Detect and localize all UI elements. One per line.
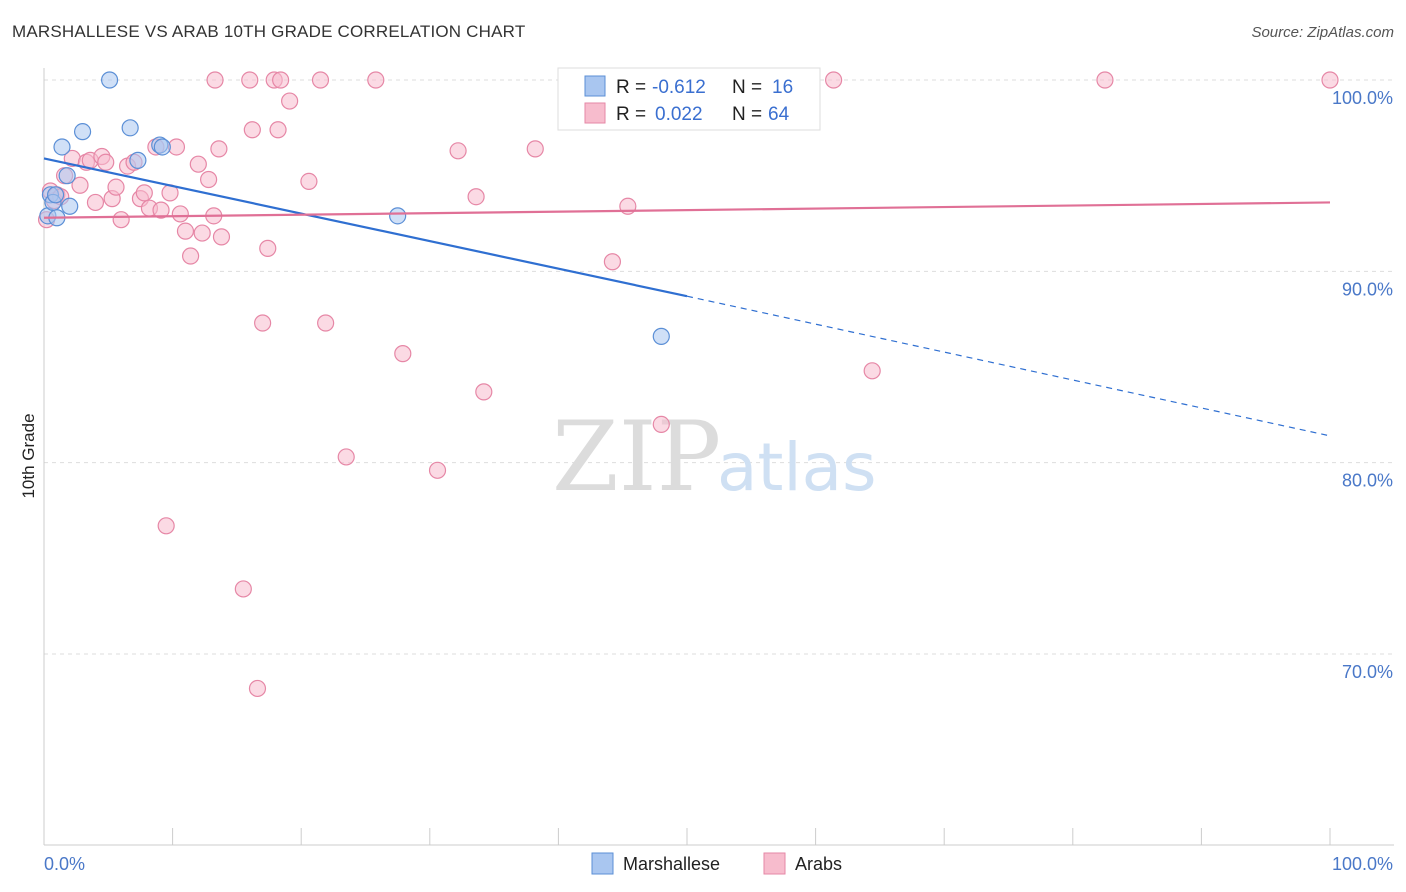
arabs-point-28 <box>189 155 207 173</box>
marshallese-point-13 <box>389 207 407 225</box>
arabs-point-26 <box>176 222 195 240</box>
marshallese-point-14 <box>652 327 670 345</box>
arabs-point-64 <box>248 679 267 698</box>
marshallese-point-9 <box>121 119 139 137</box>
arabs-point-54 <box>603 253 622 271</box>
trend-layer <box>43 157 1331 437</box>
arabs-point-59 <box>863 362 881 380</box>
tick-labels: 70.0% 80.0% 90.0% 100.0% 0.0% 100.0% <box>44 88 1393 874</box>
arabs-point-7 <box>71 176 89 194</box>
arabs-point-50 <box>449 142 467 160</box>
arabs-point-46 <box>337 448 355 466</box>
y-tick-label-3: 100.0% <box>1332 88 1393 108</box>
marshallese-point-12 <box>153 138 171 156</box>
y-axis-label: 10th Grade <box>19 413 38 498</box>
marshallese-point-5 <box>58 167 76 185</box>
arabs-point-32 <box>206 71 224 89</box>
legend-bottom-arabs-label: Arabs <box>795 854 842 874</box>
arabs-point-36 <box>243 121 261 139</box>
arabs-point-53 <box>526 140 544 158</box>
watermark-zip: ZIP <box>552 401 721 513</box>
legend-marshallese-r-label: R = <box>616 77 646 98</box>
arabs-point-41 <box>272 71 290 89</box>
arabs-point-44 <box>311 71 330 89</box>
arabs-point-25 <box>171 205 189 223</box>
legend-arabs-swatch <box>584 102 606 124</box>
points-layer <box>37 71 1339 698</box>
arabs-point-37 <box>254 314 272 332</box>
arabs-point-61 <box>1321 71 1339 89</box>
arabs-point-49 <box>428 461 447 479</box>
arabs-point-14 <box>107 178 125 196</box>
marshallese-trend-extension <box>686 295 1331 437</box>
legend-marshallese-n-value: 16 <box>772 77 793 98</box>
legend-arabs-r-label: R = <box>616 104 646 125</box>
arabs-point-35 <box>241 71 259 89</box>
legend-top: R = -0.612 N = 16 R = 0.022 N = 64 <box>557 67 821 131</box>
arabs-point-52 <box>475 383 493 401</box>
marshallese-point-4 <box>53 138 71 156</box>
arabs-point-38 <box>259 239 277 257</box>
marshallese-point-8 <box>100 71 119 89</box>
arabs-point-27 <box>182 247 200 265</box>
arabs-point-47 <box>367 71 385 89</box>
arabs-trend-line <box>43 201 1331 219</box>
marshallese-point-6 <box>61 197 79 215</box>
marshallese-point-10 <box>129 151 147 169</box>
chart-title: MARSHALLESE VS ARAB 10TH GRADE CORRELATI… <box>12 22 526 41</box>
x-tick-label-0: 0.0% <box>44 854 85 874</box>
arabs-point-51 <box>467 188 485 206</box>
chart-source: Source: ZipAtlas.com <box>1251 24 1394 41</box>
legend-bottom: Marshallese Arabs <box>591 852 842 875</box>
legend-bottom-arabs-swatch <box>763 852 786 875</box>
legend-arabs-n-label: N = <box>732 104 762 125</box>
arabs-point-48 <box>394 345 412 363</box>
arabs-point-58 <box>825 71 843 89</box>
grid-layer <box>44 79 1394 655</box>
arabs-point-43 <box>300 172 318 191</box>
legend-bottom-marshallese-swatch <box>591 852 614 875</box>
legend-marshallese-r-value: -0.612 <box>652 77 706 98</box>
marshallese-point-7 <box>73 123 92 141</box>
legend-marshallese-swatch <box>584 75 606 97</box>
arabs-point-42 <box>281 92 299 110</box>
arabs-point-10 <box>86 193 105 212</box>
arabs-point-60 <box>1096 71 1114 89</box>
y-tick-label-2: 90.0% <box>1342 279 1393 299</box>
y-tick-label-1: 80.0% <box>1342 471 1393 491</box>
arabs-point-62 <box>157 517 175 535</box>
watermark: ZIP atlas <box>552 401 877 513</box>
arabs-point-33 <box>210 140 228 158</box>
arabs-point-19 <box>135 184 153 202</box>
arabs-point-63 <box>234 580 252 598</box>
legend-marshallese-n-label: N = <box>732 77 762 98</box>
legend-arabs-r-value: 0.022 <box>655 104 703 125</box>
arabs-point-40 <box>269 121 287 139</box>
arabs-point-29 <box>193 224 211 242</box>
arabs-point-22 <box>152 201 170 219</box>
y-tick-label-0: 70.0% <box>1342 662 1393 682</box>
legend-bottom-marshallese-label: Marshallese <box>623 854 720 874</box>
arabs-point-34 <box>212 228 231 246</box>
marshallese-point-15 <box>46 186 65 204</box>
x-tick-label-1: 100.0% <box>1332 854 1393 874</box>
watermark-atlas: atlas <box>717 429 877 506</box>
arabs-point-45 <box>317 314 335 332</box>
arabs-point-12 <box>97 153 115 171</box>
arabs-point-57 <box>652 415 670 433</box>
arabs-point-30 <box>200 170 218 189</box>
legend-arabs-n-value: 64 <box>768 104 790 125</box>
marshallese-trend-line <box>43 157 688 298</box>
arabs-point-15 <box>112 211 130 229</box>
